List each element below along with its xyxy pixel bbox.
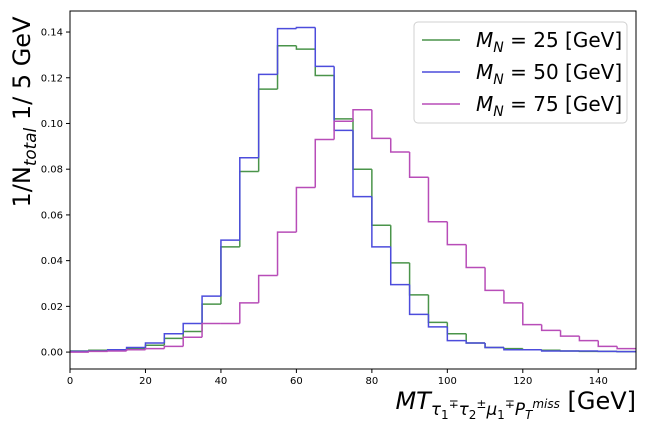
label-part: 1/ 5 GeV (8, 16, 36, 128)
histogram-step (257, 73, 278, 158)
legend-box (413, 21, 628, 124)
label-part: P (515, 399, 526, 419)
histogram-step (88, 350, 108, 353)
label-part: M (476, 92, 493, 116)
histogram-step (314, 138, 335, 188)
histogram-step (295, 186, 316, 233)
histogram-step (484, 267, 504, 292)
label-part: 1 (497, 408, 505, 422)
label-part: N (493, 72, 504, 88)
label-part: ∓ (505, 397, 515, 411)
histogram-step (352, 109, 372, 122)
histogram-step (314, 27, 335, 68)
histogram-step (616, 346, 636, 350)
histogram-step (257, 274, 278, 303)
label-part: τ (431, 399, 442, 419)
label-part: μ (485, 399, 497, 419)
histogram-step (220, 239, 240, 297)
y-tick-label: 0.02 (41, 302, 63, 313)
histogram-step (352, 130, 372, 198)
histogram-step (427, 177, 448, 223)
histogram-step (465, 244, 486, 269)
histogram-step (540, 324, 561, 332)
histogram-step (295, 45, 316, 50)
histogram-step (125, 346, 146, 350)
histogram-step (540, 349, 561, 352)
x-axis-label: MTτ1∓τ2±μ1∓PTmiss [GeV] (395, 387, 636, 422)
histogram-step (503, 347, 523, 351)
label-part: ∓ (449, 397, 459, 411)
x-tick-label: 0 (67, 376, 73, 387)
label-part: τ (459, 399, 470, 419)
histogram-step (503, 290, 523, 304)
histogram-step (276, 231, 297, 276)
histogram-step (371, 196, 391, 248)
label-part: 1 (441, 408, 449, 422)
label-part: = 75 [GeV] (504, 92, 622, 116)
histogram-step (163, 345, 184, 349)
histogram-step (201, 295, 221, 324)
y-tick-label: 0.06 (41, 210, 63, 221)
histogram-step (144, 347, 165, 350)
legend-label: MN = 50 [GeV] (476, 60, 622, 88)
label-part: N (493, 40, 504, 56)
label-part: T (525, 408, 534, 422)
histogram-step (522, 302, 542, 326)
x-tick-label: 140 (589, 376, 608, 387)
label-part: = 50 [GeV] (504, 60, 622, 84)
x-tick-label: 100 (438, 376, 457, 387)
y-tick-label: 0.10 (41, 119, 63, 130)
label-part: total (20, 127, 40, 166)
x-tick-label: 120 (513, 376, 532, 387)
histogram-step (427, 314, 448, 328)
histogram-step (125, 349, 146, 351)
histogram-step (446, 221, 467, 246)
label-part: M (476, 60, 493, 84)
x-tick-label: 20 (139, 376, 152, 387)
label-part: 2 (469, 408, 477, 422)
y-tick-label: 0.00 (41, 348, 63, 359)
label-part: M (476, 28, 493, 52)
histogram-step (408, 284, 429, 316)
histogram-step (597, 340, 618, 348)
histogram-step (295, 26, 316, 29)
histogram-step (239, 157, 259, 241)
histogram-step (559, 330, 580, 337)
histogram-step (144, 342, 165, 348)
histogram-step (201, 322, 221, 338)
histogram-step (182, 336, 203, 347)
y-tick-label: 0.14 (41, 28, 63, 39)
label-part: miss (532, 397, 560, 411)
histogram-step (465, 340, 486, 344)
label-part: MT (395, 387, 433, 415)
label-part: ± (476, 397, 486, 411)
label-part: [GeV] (560, 387, 636, 415)
histogram-step (239, 302, 259, 324)
histogram-step (276, 27, 297, 75)
histogram-step (371, 109, 391, 140)
histogram-step (578, 336, 599, 342)
histogram-step (182, 322, 203, 334)
histogram-step (163, 333, 184, 343)
x-tick-label: 80 (365, 376, 378, 387)
histogram-step (484, 342, 504, 349)
histogram-step (446, 326, 467, 342)
y-tick-label: 0.12 (41, 73, 63, 84)
y-tick-label: 0.08 (41, 165, 63, 176)
x-tick-label: 60 (290, 376, 303, 387)
label-part: N (493, 104, 504, 120)
histogram-step (408, 152, 429, 178)
plot-frame (69, 10, 637, 370)
legend-label: MN = 25 [GeV] (476, 28, 622, 56)
label-part: 1/N (8, 166, 36, 207)
histogram-step (333, 120, 353, 140)
y-tick-label: 0.04 (41, 256, 63, 267)
y-axis-label: 1/Ntotal 1/ 5 GeV (8, 16, 40, 208)
histogram-step (389, 246, 410, 286)
x-tick-label: 40 (215, 376, 228, 387)
legend-label: MN = 75 [GeV] (476, 92, 622, 120)
label-part: = 25 [GeV] (504, 28, 622, 52)
histogram-step (389, 138, 410, 153)
